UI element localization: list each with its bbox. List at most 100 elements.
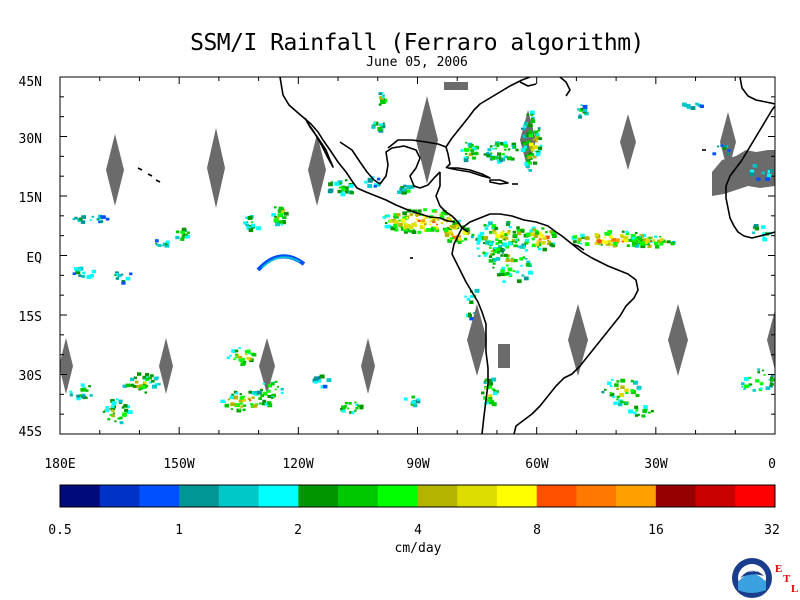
rain-pixel	[504, 253, 508, 257]
rain-pixel	[495, 142, 499, 146]
rain-pixel	[281, 207, 284, 210]
rain-pixel	[235, 404, 238, 406]
rain-pixel	[528, 133, 534, 138]
rain-pixel	[130, 377, 135, 382]
rain-pixel	[472, 147, 477, 151]
rain-pixel	[488, 221, 493, 226]
rain-pixel	[484, 378, 489, 382]
rain-pixel	[109, 414, 112, 416]
rain-pixel	[233, 395, 239, 400]
rain-pixel	[755, 379, 760, 383]
rain-pixel	[635, 238, 638, 241]
rain-pixel	[767, 171, 770, 174]
rain-pixel	[765, 177, 770, 181]
no-data-swath-gap	[568, 304, 588, 376]
noaa-logo-text: NOAA	[745, 568, 760, 574]
cuba	[447, 167, 491, 179]
rain-pixel	[80, 388, 85, 392]
rain-pixel	[450, 237, 453, 240]
rain-pixel	[230, 408, 234, 410]
rain-pixel	[580, 104, 583, 106]
rain-pixel	[111, 401, 117, 406]
rain-pixel	[502, 280, 506, 283]
rain-pixel	[236, 353, 240, 356]
rain-pixel	[246, 356, 250, 360]
rain-pixel	[238, 347, 241, 350]
colorbar-swatch	[99, 485, 140, 507]
rain-pixel	[508, 242, 513, 246]
south-america-coast	[461, 213, 639, 434]
rain-pixel	[515, 239, 518, 242]
rain-pixel	[657, 239, 662, 243]
rain-pixel	[349, 191, 354, 195]
rain-pixel	[549, 242, 555, 247]
rain-pixel	[536, 231, 542, 236]
rain-pixel	[244, 352, 248, 356]
rain-pixel	[471, 233, 475, 237]
rain-pixel	[461, 240, 464, 242]
rain-pixel	[762, 237, 768, 242]
rain-pixel	[492, 147, 495, 150]
rain-pixel	[631, 239, 635, 243]
colorbar-swatch	[616, 485, 657, 507]
rain-pixel	[519, 229, 525, 233]
rain-pixel	[431, 209, 436, 213]
rain-pixel	[642, 409, 647, 413]
rain-pixel	[260, 394, 264, 398]
rain-pixel	[400, 227, 406, 231]
rain-pixel	[616, 395, 620, 399]
rain-pixel	[97, 217, 101, 220]
rain-pixel	[632, 241, 637, 246]
rain-pixel	[496, 156, 500, 160]
rain-pixel	[379, 96, 385, 100]
rain-pixel	[342, 187, 346, 191]
rain-pixel	[156, 243, 159, 246]
rain-pixel	[495, 234, 501, 239]
rain-pixel	[413, 403, 418, 408]
rain-pixel	[175, 235, 180, 240]
rain-pixel	[748, 376, 752, 379]
noaa-logo[interactable]: NOAA	[732, 558, 772, 598]
rain-pixel	[247, 397, 251, 400]
rain-pixel	[236, 356, 240, 358]
rain-pixel	[552, 234, 557, 238]
rain-pixel	[529, 110, 535, 115]
rain-pixel	[720, 144, 724, 147]
rain-pixel	[384, 222, 388, 224]
rain-pixel	[748, 383, 752, 386]
rain-pixel	[494, 147, 497, 150]
rain-arc	[261, 256, 301, 269]
rain-pixel	[349, 411, 353, 414]
rain-pixel	[116, 398, 119, 401]
rain-pixel	[522, 134, 527, 139]
coastlines	[137, 77, 775, 434]
colorbar-tick-label: 32	[764, 523, 780, 538]
rain-pixel	[230, 402, 235, 407]
lat-label: 45S	[19, 425, 42, 440]
rain-pixel	[767, 170, 770, 172]
rain-pixel	[614, 383, 619, 387]
rain-pixel	[531, 118, 534, 120]
rain-pixel	[607, 240, 612, 243]
rain-pixel	[502, 236, 507, 240]
rain-pixel	[505, 271, 510, 276]
rain-pixel	[242, 408, 246, 412]
lab-letter-t: T	[783, 573, 791, 585]
rain-pixel	[522, 128, 526, 131]
rain-pixel	[612, 242, 617, 246]
rain-pixel	[659, 238, 664, 242]
rain-pixel	[235, 392, 239, 395]
rain-pixel	[393, 214, 399, 219]
rain-pixel	[618, 402, 623, 407]
rain-pixel	[539, 233, 545, 238]
rain-pixel	[132, 385, 137, 388]
longitude-labels: 180E 150W 120W 90W 60W 30W 0	[44, 457, 776, 472]
newfoundland	[559, 77, 571, 97]
rain-pixel	[533, 155, 537, 159]
rain-pixel	[546, 236, 549, 238]
rain-pixel	[525, 232, 531, 237]
lat-label: 30S	[19, 369, 42, 384]
rain-pixel	[278, 206, 284, 211]
rain-pixel	[727, 149, 731, 152]
rain-pixel	[142, 375, 147, 379]
